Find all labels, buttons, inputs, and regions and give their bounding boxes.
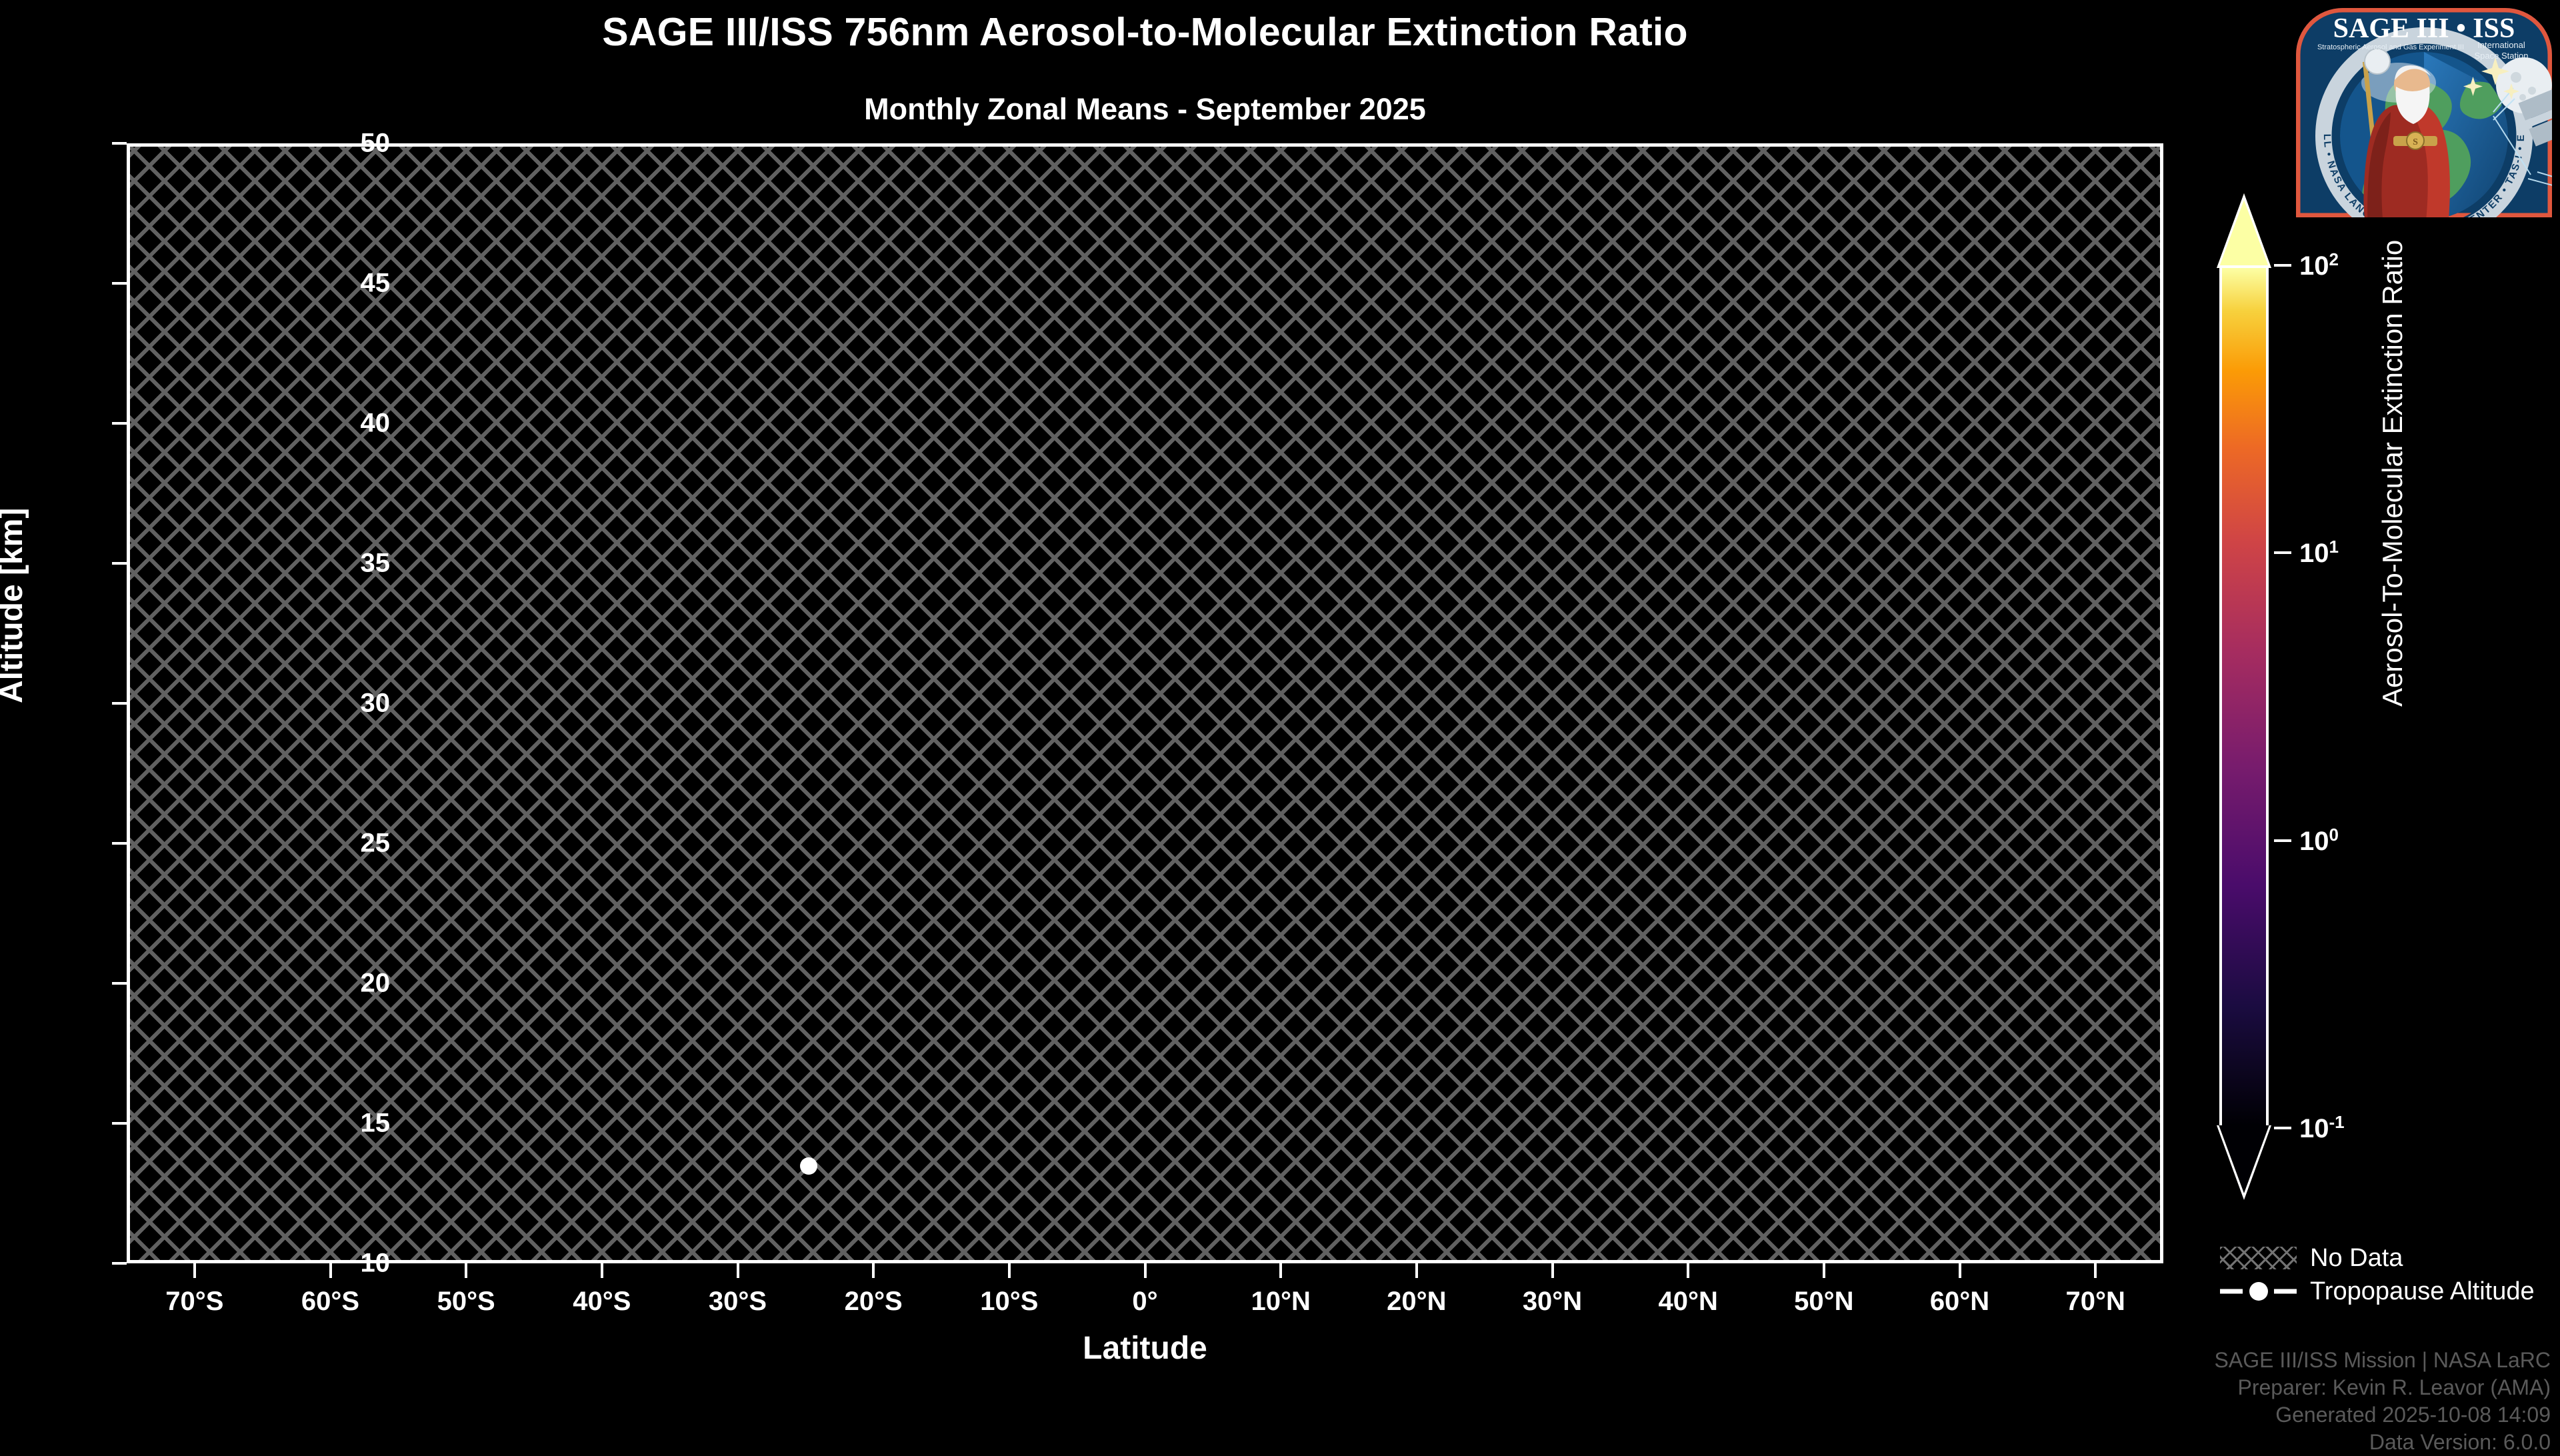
- x-tick-mark: [1687, 1263, 1690, 1278]
- dash-left-icon: [2220, 1289, 2243, 1294]
- patch-outer-border: [2296, 8, 2552, 217]
- colorbar-tick-mark: [2274, 264, 2291, 267]
- x-tick-label: 30°N: [1522, 1287, 1583, 1316]
- x-tick-label: 20°N: [1387, 1287, 1447, 1316]
- colorbar-under-arrow: [2217, 1125, 2271, 1200]
- patch-title-text: SAGE III • ISS: [2333, 13, 2515, 44]
- footer-line-generated: Generated 2025-10-08 14:09: [2275, 1402, 2551, 1427]
- x-tick-mark: [329, 1263, 332, 1278]
- colorbar-tick-label: 100: [2299, 824, 2339, 856]
- x-axis-label: Latitude: [1083, 1331, 1207, 1366]
- legend-label-tropopause: Tropopause Altitude: [2310, 1277, 2535, 1305]
- colorbar-tick-label: 102: [2299, 249, 2339, 281]
- y-tick-mark: [112, 1262, 127, 1265]
- y-tick-label: 10: [360, 1248, 391, 1278]
- x-tick-mark: [872, 1263, 875, 1278]
- y-tick-label: 35: [360, 548, 391, 578]
- colorbar-tick-mark: [2274, 839, 2291, 842]
- patch-subtitle-right-line1: International: [2477, 40, 2525, 50]
- x-tick-mark: [1007, 1263, 1011, 1278]
- sage-iii-iss-mission-patch-logo: BALL • NASA LANGLEY RESEARCH CENTER • TA…: [2296, 8, 2552, 217]
- colorbar[interactable]: 102 101 100 10-1: [2217, 193, 2345, 1200]
- x-tick-label: 70°N: [2065, 1287, 2125, 1316]
- y-tick-mark: [112, 562, 127, 565]
- x-tick-label: 0°: [1132, 1287, 1158, 1316]
- y-tick-label: 20: [360, 968, 391, 998]
- y-tick-label: 25: [360, 828, 391, 858]
- x-tick-mark: [1551, 1263, 1554, 1278]
- x-tick-label: 10°N: [1251, 1287, 1311, 1316]
- x-tick-label: 70°S: [165, 1287, 224, 1316]
- x-tick-mark: [465, 1263, 468, 1278]
- y-tick-label: 30: [360, 688, 391, 718]
- footer-line-preparer: Preparer: Kevin R. Leavor (AMA): [2237, 1375, 2551, 1399]
- x-tick-label: 10°S: [980, 1287, 1039, 1316]
- page-title: SAGE III/ISS 756nm Aerosol-to-Molecular …: [602, 10, 1688, 54]
- patch-iss: [2518, 75, 2552, 147]
- x-tick-label: 40°N: [1658, 1287, 1718, 1316]
- y-tick-label: 15: [360, 1108, 391, 1138]
- no-data-swatch-icon: [2220, 1247, 2297, 1269]
- x-tick-mark: [1958, 1263, 1961, 1278]
- x-tick-mark: [1279, 1263, 1283, 1278]
- x-tick-mark: [1415, 1263, 1418, 1278]
- tropopause-swatch-icon: [2220, 1280, 2297, 1303]
- legend-item-no-data: No Data: [2220, 1241, 2535, 1275]
- patch-subtitle-left: Stratospheric Aerosol and Gas Experiment…: [2317, 43, 2464, 51]
- tropopause-marker: [800, 1157, 818, 1175]
- patch-stars: [2463, 57, 2519, 99]
- y-tick-mark: [112, 982, 127, 985]
- x-tick-label: 30°S: [708, 1287, 767, 1316]
- x-tick-mark: [1822, 1263, 1825, 1278]
- x-tick-mark: [600, 1263, 603, 1278]
- y-tick-mark: [112, 842, 127, 845]
- footer-line-version: Data Version: 6.0.0: [2369, 1429, 2551, 1454]
- x-tick-label: 40°S: [573, 1287, 631, 1316]
- patch-figure: S: [2362, 48, 2450, 217]
- colorbar-tick-label: 101: [2299, 537, 2339, 569]
- footer-credits: SAGE III/ISS Mission | NASA LaRC Prepare…: [2215, 1347, 2551, 1456]
- colorbar-gradient: [2219, 265, 2269, 1128]
- legend: No Data Tropopause Altitude: [2220, 1241, 2535, 1308]
- page-subtitle: Monthly Zonal Means - September 2025: [864, 92, 1426, 126]
- footer-line-mission: SAGE III/ISS Mission | NASA LaRC: [2214, 1348, 2551, 1372]
- y-tick-mark: [112, 422, 127, 425]
- patch-subtitle-right-line2: Space Station: [2475, 51, 2529, 61]
- y-axis-label: Altitude [km]: [0, 507, 29, 703]
- dash-right-icon: [2274, 1289, 2297, 1294]
- x-tick-label: 60°N: [1929, 1287, 1990, 1316]
- colorbar-tick-label: 10-1: [2299, 1111, 2345, 1144]
- colorbar-label: Aerosol-To-Molecular Extinction Ratio: [2377, 239, 2408, 707]
- x-tick-label: 60°S: [301, 1287, 360, 1316]
- y-tick-mark: [112, 142, 127, 145]
- no-data-hatch-fill: [130, 147, 2160, 1260]
- y-tick-label: 50: [360, 128, 391, 158]
- x-tick-mark: [2094, 1263, 2097, 1278]
- svg-text:S: S: [2413, 137, 2418, 147]
- legend-label-no-data: No Data: [2310, 1243, 2403, 1272]
- y-tick-mark: [112, 282, 127, 285]
- patch-ring: [2315, 27, 2533, 217]
- colorbar-tick-mark: [2274, 1127, 2291, 1129]
- y-tick-label: 40: [360, 408, 391, 438]
- marker-dot-icon: [2249, 1282, 2268, 1301]
- x-tick-label: 50°N: [1794, 1287, 1854, 1316]
- colorbar-tick-mark: [2274, 551, 2291, 555]
- y-tick-mark: [112, 702, 127, 705]
- legend-item-tropopause: Tropopause Altitude: [2220, 1275, 2535, 1308]
- x-tick-mark: [1143, 1263, 1147, 1278]
- colorbar-over-arrow: [2217, 193, 2271, 268]
- patch-ring-inner-edge: [2331, 43, 2517, 217]
- y-tick-mark: [112, 1122, 127, 1125]
- y-tick-label: 45: [360, 268, 391, 298]
- x-tick-mark: [736, 1263, 739, 1278]
- plot-area[interactable]: [127, 143, 2163, 1263]
- x-tick-label: 20°S: [844, 1287, 903, 1316]
- x-tick-mark: [193, 1263, 196, 1278]
- x-tick-label: 50°S: [437, 1287, 495, 1316]
